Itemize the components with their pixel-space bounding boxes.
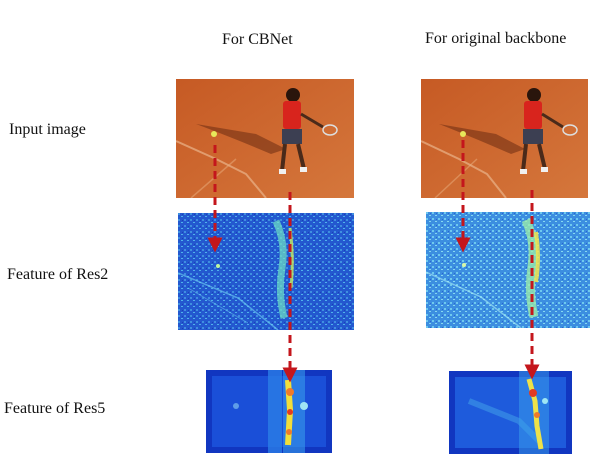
row-label-res2: Feature of Res2 (7, 266, 109, 283)
row-label-input-image: Input image (9, 121, 86, 138)
res5-feature-map-cbnet (206, 370, 332, 453)
input-image-original-backbone (421, 79, 588, 198)
res2-feature-map-cbnet (178, 213, 354, 330)
res5-feature-map-original-backbone (449, 371, 572, 454)
column-header-original-backbone: For original backbone (425, 30, 567, 47)
input-image-cbnet (176, 79, 354, 198)
row-label-res5: Feature of Res5 (4, 400, 106, 417)
res2-feature-map-original-backbone (426, 212, 590, 328)
column-header-cbnet: For CBNet (222, 31, 293, 48)
